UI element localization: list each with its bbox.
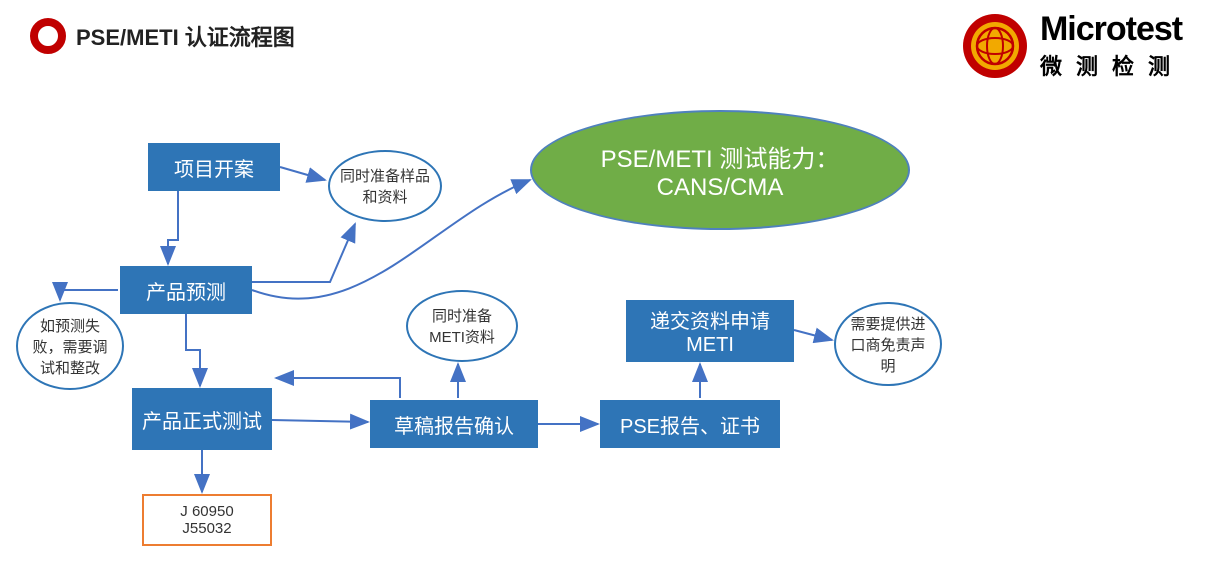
node-label: 递交资料申请METI (636, 305, 784, 357)
note-prepare-samples: 同时准备样品和资料 (328, 150, 442, 222)
node-label: 草稿报告确认 (394, 410, 514, 439)
node-label: 产品预测 (146, 276, 226, 305)
capability-ellipse: PSE/METI 测试能力：CANS/CMA (530, 110, 910, 230)
node-label: PSE报告、证书 (620, 410, 760, 439)
node-label: 项目开案 (174, 153, 254, 182)
logo-chinese: 微测检测 (1040, 49, 1184, 81)
logo-icon (960, 11, 1030, 81)
note-importer-declaration: 需要提供进口商免责声明 (834, 302, 942, 386)
page-title: PSE/METI 认证流程图 (76, 20, 295, 52)
note-label: 如预测失败，需要调试和整改 (26, 315, 114, 378)
logo-english: Microtest (1040, 10, 1184, 49)
note-pretest-fail: 如预测失败，需要调试和整改 (16, 302, 124, 390)
node-product-formal-test: 产品正式测试 (132, 388, 272, 450)
capability-label: PSE/METI 测试能力：CANS/CMA (552, 139, 888, 202)
title-ring-icon (30, 18, 66, 54)
standard-line: J 60950 (180, 503, 233, 520)
note-label: 同时准备样品和资料 (338, 165, 432, 207)
node-pse-report-cert: PSE报告、证书 (600, 400, 780, 448)
node-product-pretest: 产品预测 (120, 266, 252, 314)
note-label: 需要提供进口商免责声明 (844, 313, 932, 376)
node-draft-report-confirm: 草稿报告确认 (370, 400, 538, 448)
note-label: 同时准备METI资料 (416, 305, 508, 347)
node-project-open: 项目开案 (148, 143, 280, 191)
standards-box: J 60950 J55032 (142, 494, 272, 546)
logo-text: Microtest 微测检测 (1040, 10, 1184, 81)
page-title-area: PSE/METI 认证流程图 (30, 18, 295, 54)
node-submit-meti: 递交资料申请METI (626, 300, 794, 362)
standard-line: J55032 (182, 520, 231, 537)
note-prepare-meti: 同时准备METI资料 (406, 290, 518, 362)
node-label: 产品正式测试 (142, 405, 262, 434)
logo-area: Microtest 微测检测 (960, 10, 1184, 81)
